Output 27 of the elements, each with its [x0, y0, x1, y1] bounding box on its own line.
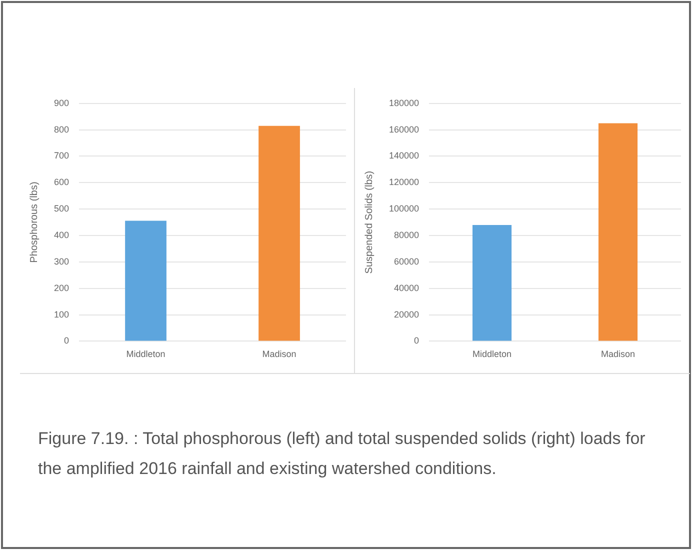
y-tick-label: 120000: [388, 177, 420, 188]
y-tick-label: 700: [54, 150, 70, 161]
x-tick-label: Middleton: [472, 349, 512, 360]
y-tick-label: 500: [54, 204, 70, 214]
y-tick-label: 140000: [388, 150, 420, 161]
x-tick-label: Madison: [600, 349, 636, 360]
y-tick-label: 0: [414, 336, 420, 346]
x-tick-label: Middleton: [126, 349, 166, 360]
y-tick-label: 20000: [394, 309, 420, 320]
y-tick-label: 0: [64, 336, 70, 346]
y-tick-label: 600: [54, 177, 70, 188]
y-tick-label: 100000: [388, 204, 420, 214]
y-tick-label: 300: [54, 256, 70, 266]
y-tick-label: 400: [54, 230, 70, 240]
x-tick-label: Madison: [262, 349, 296, 360]
y-axis-title: Suspended Solids (lbs): [364, 170, 375, 274]
y-tick-label: 40000: [394, 282, 420, 293]
y-tick-label: 60000: [394, 256, 420, 266]
y-tick-label: 900: [54, 98, 70, 108]
y-tick-label: 200: [54, 282, 70, 293]
y-tick-label: 800: [54, 124, 70, 134]
caption: Figure 7.19. : Total phosphorous (left) and total suspended solids (right) loads for the amplified 2016 rainfall and existing watershed conditions.: [38, 428, 646, 480]
y-tick-label: 80000: [394, 230, 420, 240]
y-axis-title: Phosphorous (lbs): [28, 182, 40, 263]
y-tick-label: 180000: [388, 98, 420, 108]
y-tick-label: 160000: [388, 124, 420, 134]
y-tick-label: 100: [54, 309, 70, 320]
